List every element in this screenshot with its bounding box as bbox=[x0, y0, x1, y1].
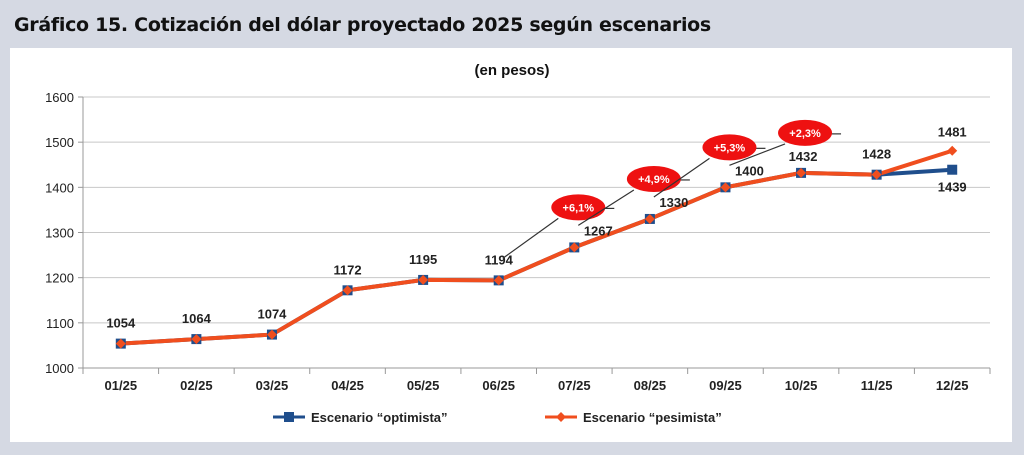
legend-marker-pesimista bbox=[556, 412, 566, 422]
legend-label-pesimista: Escenario “pesimista” bbox=[583, 410, 722, 425]
data-label-pesimista: 1481 bbox=[938, 125, 967, 140]
x-tick-label: 05/25 bbox=[407, 378, 440, 393]
y-tick-label: 1100 bbox=[46, 316, 74, 331]
marker-pesimista bbox=[644, 213, 655, 224]
annotation-bubble bbox=[626, 165, 681, 192]
legend-label-optimista: Escenario “optimista” bbox=[311, 410, 448, 425]
x-tick-label: 10/25 bbox=[785, 378, 818, 393]
chart-title: Gráfico 15. Cotización del dólar proyect… bbox=[14, 14, 711, 36]
y-tick-label: 1600 bbox=[45, 90, 74, 105]
data-label: 1194 bbox=[485, 252, 514, 267]
marker-pesimista bbox=[871, 169, 882, 180]
marker-pesimista bbox=[191, 334, 202, 345]
data-label-optimista: 1439 bbox=[938, 180, 967, 195]
x-tick-label: 11/25 bbox=[861, 378, 893, 393]
series-line-optimista bbox=[120, 167, 953, 346]
marker-pesimista bbox=[569, 242, 580, 253]
marker-pesimista bbox=[266, 329, 277, 340]
data-label: 1074 bbox=[257, 307, 287, 322]
x-tick-label: 04/25 bbox=[331, 378, 364, 393]
x-tick-label: 12/25 bbox=[936, 378, 969, 393]
x-tick-label: 03/25 bbox=[256, 378, 289, 393]
annotation-text: +6,1% bbox=[563, 202, 595, 214]
annotation-leader bbox=[729, 143, 786, 166]
annotation-text: +5,3% bbox=[714, 142, 746, 154]
annotation-bubble bbox=[551, 194, 606, 221]
x-tick-label: 01/25 bbox=[105, 378, 138, 393]
x-tick-label: 09/25 bbox=[709, 378, 742, 393]
chart-subtitle: (en pesos) bbox=[474, 62, 549, 79]
annotation-leader bbox=[577, 189, 635, 226]
annotation-leader bbox=[502, 217, 559, 259]
marker-pesimista bbox=[418, 274, 429, 285]
marker-pesimista bbox=[493, 275, 504, 286]
x-tick-label: 07/25 bbox=[558, 378, 591, 393]
marker-pesimista bbox=[720, 182, 731, 193]
data-label: 1400 bbox=[735, 163, 764, 178]
annotation-text: +4,9% bbox=[638, 174, 670, 186]
chart-panel bbox=[10, 48, 1012, 442]
series-line-pesimista bbox=[120, 148, 953, 346]
data-label: 1064 bbox=[182, 311, 212, 326]
marker-pesimista bbox=[796, 167, 807, 178]
data-label: 1432 bbox=[789, 149, 818, 164]
marker-pesimista bbox=[342, 285, 353, 296]
y-tick-label: 1200 bbox=[45, 271, 74, 286]
x-tick-label: 06/25 bbox=[482, 378, 515, 393]
annotation-bubble bbox=[778, 119, 833, 146]
annotation-bubble bbox=[702, 134, 757, 161]
data-label: 1054 bbox=[106, 316, 136, 331]
legend-marker-optimista bbox=[284, 412, 294, 422]
data-label: 1267 bbox=[584, 223, 613, 238]
annotation-text: +2,3% bbox=[789, 128, 821, 140]
marker-optimista bbox=[947, 164, 958, 175]
marker-pesimista bbox=[115, 338, 126, 349]
data-label: 1330 bbox=[659, 195, 688, 210]
x-tick-label: 02/25 bbox=[180, 378, 213, 393]
data-label: 1195 bbox=[409, 252, 437, 267]
y-tick-label: 1500 bbox=[45, 135, 74, 150]
y-tick-label: 1000 bbox=[45, 361, 74, 376]
data-label: 1428 bbox=[862, 147, 891, 162]
marker-pesimista bbox=[947, 145, 958, 156]
y-tick-label: 1400 bbox=[45, 180, 74, 195]
x-tick-label: 08/25 bbox=[634, 378, 667, 393]
y-tick-label: 1300 bbox=[45, 226, 74, 241]
annotation-leader bbox=[653, 157, 710, 198]
data-label: 1172 bbox=[333, 262, 361, 277]
